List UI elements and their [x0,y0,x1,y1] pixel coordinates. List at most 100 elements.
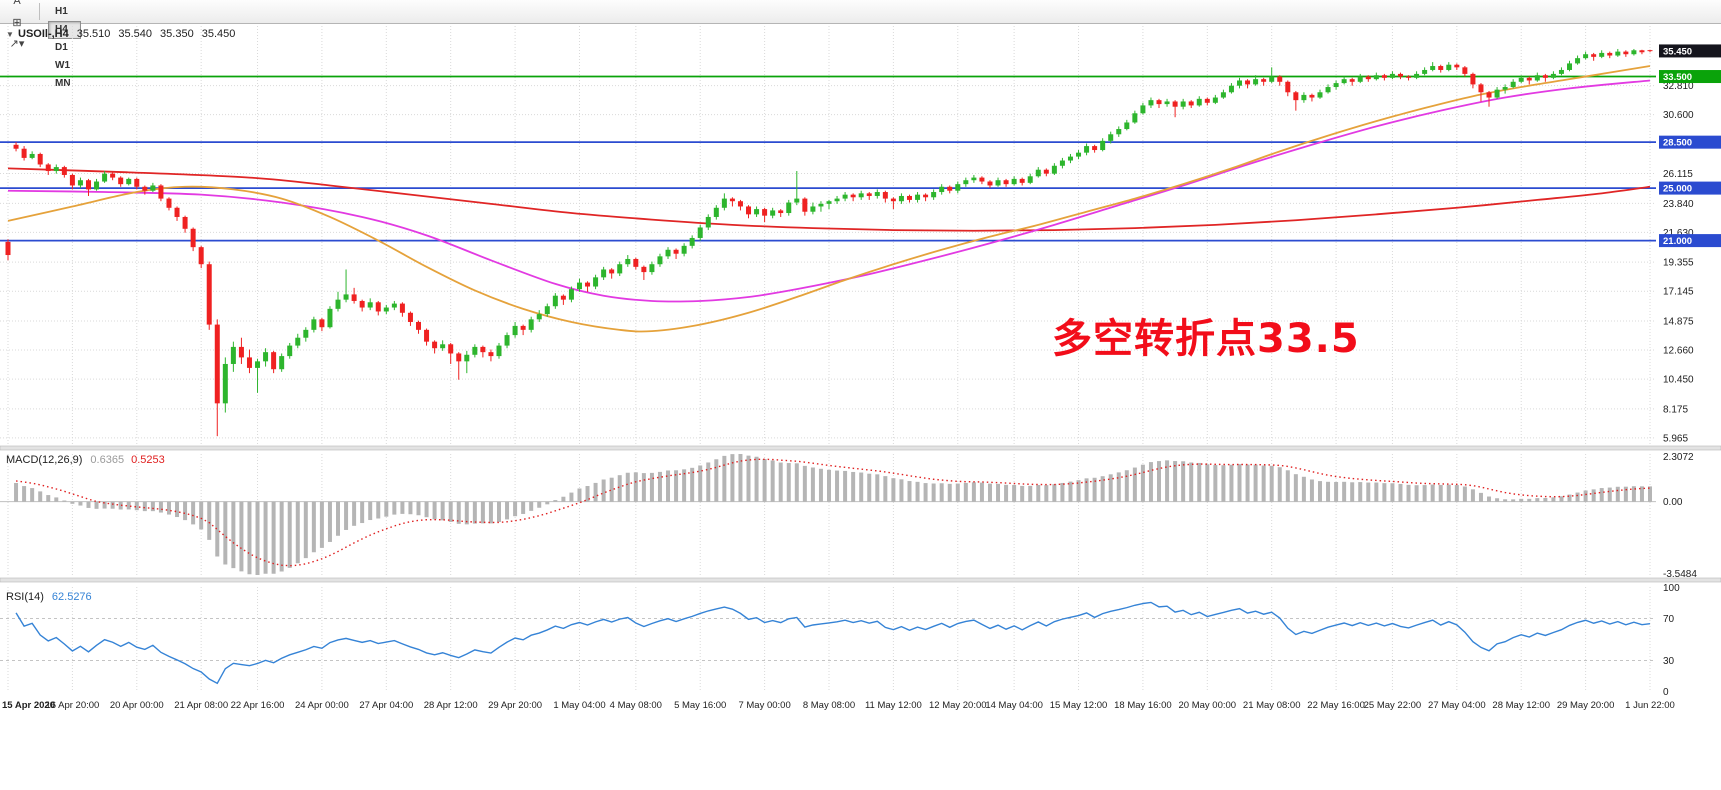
ma_orange-line [7,65,1651,333]
x-axis-label: 4 May 08:00 [610,700,662,711]
rsi-line [15,601,1651,685]
candle [287,345,293,357]
candle [1430,66,1436,70]
tf-button-H1[interactable]: H1 [55,5,68,17]
candle [915,194,921,200]
candle [1100,140,1106,151]
candle [995,180,1001,186]
candle [858,193,864,198]
candle [45,164,51,172]
candle [1245,80,1251,85]
x-axis-label: 21 Apr 08:00 [174,700,228,711]
candle [810,206,816,212]
price-badge-label: 21.000 [1663,236,1692,247]
price-badge-label: 25.000 [1663,184,1692,195]
candle [1035,169,1041,177]
candle [407,312,413,322]
price-badge-label: 33.500 [1663,72,1692,83]
rsi-axis-label: 70 [1663,614,1675,625]
line-studies-icon[interactable]: ↗▾ [9,37,25,50]
candle [69,174,75,186]
candle [150,185,156,191]
candle [1277,76,1283,82]
candle [416,321,421,330]
candle [1084,146,1090,153]
candle [1615,51,1621,56]
candle [166,198,172,208]
candle [295,337,301,346]
candle [1027,176,1033,183]
candle [102,173,108,182]
x-axis-label: 16 Apr 20:00 [45,700,99,711]
candle [94,181,100,190]
candle [1269,76,1275,82]
candle [1446,64,1452,70]
rsi-panel: 100 70 30 0 RSI(14) 62.5276 [0,583,1680,698]
candle [29,153,35,158]
objects-icon[interactable]: ⊞ [12,16,22,29]
candle [1261,79,1267,82]
candle [681,245,687,254]
candle [1414,73,1420,78]
candle [818,203,824,207]
x-axis-label: 5 May 16:00 [674,700,726,711]
candle [1422,69,1428,74]
candle [1341,79,1347,84]
candle [1389,73,1395,78]
candle [1639,50,1645,53]
candle [182,216,188,229]
candle [713,207,719,217]
tf-button-MN[interactable]: MN [55,77,71,89]
chart-canvas[interactable]: 32.810 30.600 26.115 23.840 21.630 19.355 17.1… [0,24,1721,785]
candle [762,209,768,216]
candle [842,194,848,199]
candle [61,167,67,175]
toolbar: ▤A⊞↗▾ M1M5M15M30H1H4D1W1MN [0,0,1721,89]
candle [1253,79,1259,85]
candle [536,314,542,320]
symbol-period-label: USOIl-,H4 35.510 35.540 35.350 35.450 [18,28,235,40]
candle [432,341,438,349]
candle [1164,101,1170,105]
candle [697,227,703,238]
price-badge-label: 35.450 [1663,46,1692,57]
candle [464,354,470,362]
bid-price-badge [1659,44,1721,58]
tf-button-H4[interactable]: H4 [48,20,82,39]
candle [601,269,607,278]
candle [480,346,486,353]
candle [21,148,27,158]
text-tool-icon[interactable]: A [13,0,21,7]
candle [1180,101,1186,107]
price-level-badge [1659,70,1721,84]
candle [1542,75,1548,78]
candle [448,344,454,354]
candle [1204,98,1210,103]
candle [737,201,743,207]
candle [657,256,663,265]
candle [1237,80,1242,86]
candle [488,352,494,357]
panel-splitter[interactable] [0,577,1721,583]
tf-button-W1[interactable]: W1 [55,59,70,71]
candle [576,282,582,290]
collapse-icon[interactable]: ▼ [6,30,14,39]
candle [1647,50,1653,52]
candle [585,282,591,287]
candle [850,194,856,198]
candle [890,198,896,202]
candle [512,325,518,336]
price-level-badge [1659,181,1721,195]
candle [335,299,341,309]
candle [303,329,309,338]
candle [898,195,904,202]
candle [754,209,760,215]
tf-button-D1[interactable]: D1 [55,41,68,53]
candle [440,344,446,349]
y-axis-label: 10.450 [1663,375,1694,386]
candle [77,180,83,186]
panel-splitter[interactable] [0,445,1721,451]
candle [1607,52,1613,56]
x-axis-label: 7 May 00:00 [738,700,790,711]
